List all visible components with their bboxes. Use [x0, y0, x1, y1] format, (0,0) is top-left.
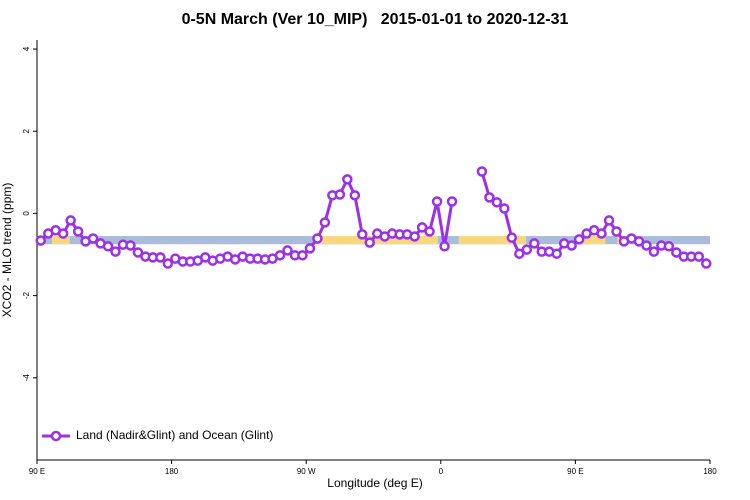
band-segment [458, 236, 527, 245]
data-point [282, 245, 293, 256]
data-point [297, 250, 308, 261]
y-tick-label: -4 [22, 374, 31, 382]
data-point [155, 252, 166, 263]
data-point [573, 234, 585, 245]
data-point [409, 231, 420, 242]
data-point [102, 241, 114, 252]
data-point [87, 233, 99, 244]
x-tick-label: 90 E [567, 467, 583, 476]
chart-title: 0-5N March (Ver 10_MIP) 2015-01-01 to 20… [182, 11, 569, 28]
data-point [125, 240, 136, 251]
x-tick-label: 180 [165, 467, 179, 476]
data-point [648, 246, 660, 257]
data-point [364, 237, 376, 248]
data-point [72, 226, 84, 237]
data-point [416, 222, 428, 233]
x-tick-label: 0 [439, 467, 444, 476]
data-point [57, 228, 69, 239]
band-segment [582, 236, 606, 245]
data-point [110, 246, 121, 257]
data-point [342, 174, 353, 185]
data-point [566, 240, 577, 251]
data-point [671, 247, 682, 258]
band-segment [316, 236, 438, 245]
data-point [514, 248, 525, 259]
data-point [484, 192, 495, 203]
data-point [162, 258, 174, 269]
data-point [274, 250, 286, 261]
data-point [701, 258, 712, 269]
data-point [611, 226, 622, 237]
series-line [39, 175, 454, 266]
data-point [521, 244, 533, 255]
data-point [357, 229, 368, 240]
data-point [424, 226, 435, 237]
x-tick-label: 90 E [29, 467, 45, 476]
data-point [319, 217, 331, 228]
data-point [431, 196, 443, 207]
data-point [633, 236, 645, 247]
data-point [693, 251, 705, 262]
data-point [476, 166, 488, 177]
y-tick-label: 0 [22, 211, 31, 216]
legend-marker [50, 430, 62, 442]
data-point [529, 238, 540, 249]
data-point [312, 233, 323, 244]
data-point [132, 247, 144, 258]
y-tick-label: 4 [22, 46, 31, 51]
x-axis-label: Longitude (deg E) [327, 476, 422, 490]
data-point [65, 215, 76, 226]
y-axis-label: XCO2 - MLO trend (ppm) [0, 183, 14, 318]
data-point [506, 232, 518, 243]
legend: Land (Nadir&Glint) and Ocean (Glint) [42, 428, 273, 442]
x-tick-label: 180 [703, 467, 717, 476]
data-point [35, 235, 46, 246]
y-tick-label: 2 [22, 128, 31, 133]
data-point [663, 241, 675, 252]
x-tick-label: 90 W [297, 467, 316, 476]
data-point [499, 203, 510, 214]
legend-label: Land (Nadir&Glint) and Ocean (Glint) [76, 428, 273, 442]
y-tick-label: -2 [22, 292, 31, 300]
band-segment [51, 236, 70, 245]
data-point [349, 190, 361, 201]
data-point [439, 241, 450, 252]
data-point [596, 228, 607, 239]
data-point [446, 196, 458, 207]
data-point [551, 248, 562, 259]
data-point [334, 189, 346, 200]
data-point [304, 243, 316, 254]
data-point [603, 215, 615, 226]
data-point [491, 197, 503, 208]
data-point [641, 240, 652, 251]
